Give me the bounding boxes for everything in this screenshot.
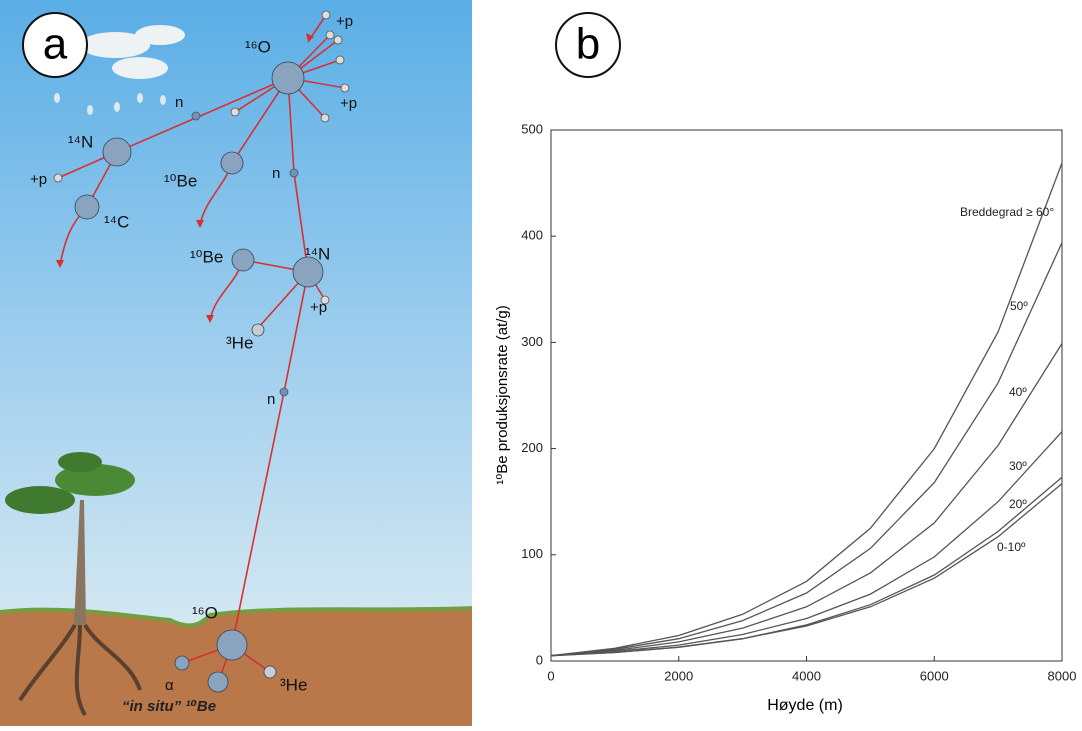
y-tick-label: 300 [521,334,543,349]
label: ¹⁰Be [164,171,197,190]
x-tick-label: 0 [547,668,554,683]
panel-badge [555,12,621,78]
label: ³He [226,333,253,352]
illustration-labels: +p ¹⁶O +p n ¹⁴N +p ¹⁰Be ¹⁴C n ¹⁰Be ¹⁴N +… [30,13,357,715]
label: +p [336,13,353,30]
x-tick-label: 4000 [792,668,821,683]
label: ¹⁴N [305,244,330,263]
series-label: 30º [1009,459,1027,473]
x-tick-label: 6000 [920,668,949,683]
label: ¹⁴N [68,132,93,151]
tree [5,452,142,717]
label: n [175,94,183,111]
label: ¹⁰Be [190,247,223,266]
ground [0,608,472,726]
series-label: 20º [1009,497,1027,511]
panel-label: a [43,20,68,69]
x-axis-label: Høyde (m) [767,697,843,714]
series-line [550,343,1063,657]
label: n [272,165,280,182]
y-axis-label: ¹⁰Be produksjonsrate (at/g) [494,305,511,484]
label: ¹⁴C [104,212,129,231]
series-line [550,476,1063,657]
y-tick-label: 500 [521,121,543,136]
series-line [550,162,1063,657]
x-tick-label: 2000 [664,668,693,683]
x-tick-label: 8000 [1048,668,1077,683]
series-label: 50º [1010,299,1028,313]
label: +p [340,95,357,112]
series-label: Breddegrad ≥ 60° [960,205,1054,219]
label: “in situ” ¹⁰Be [122,698,216,715]
nuclei [74,61,324,693]
label: ³He [280,675,307,694]
label: ¹⁶O [192,603,218,622]
clouds [80,25,185,79]
panel-label: b [576,20,600,69]
label: ¹⁶O [245,37,271,56]
y-tick-label: 100 [521,546,543,561]
label: +p [30,171,47,188]
series-line [550,431,1063,657]
panel-badge [22,12,88,78]
particles [53,10,350,397]
label: α [165,677,174,694]
series-label: 40º [1009,385,1027,399]
series-line [550,242,1063,657]
label: +p [310,299,327,316]
label: n [267,391,275,408]
y-tick-label: 0 [536,652,543,667]
y-tick-label: 400 [521,228,543,243]
series-label: 0-10º [997,540,1026,554]
arrowheads [56,33,314,323]
y-tick-label: 200 [521,440,543,455]
rain [54,93,166,115]
illustration: +p ¹⁶O +p n ¹⁴N +p ¹⁰Be ¹⁴C n ¹⁰Be ¹⁴N +… [0,0,473,726]
series-line [550,483,1063,657]
